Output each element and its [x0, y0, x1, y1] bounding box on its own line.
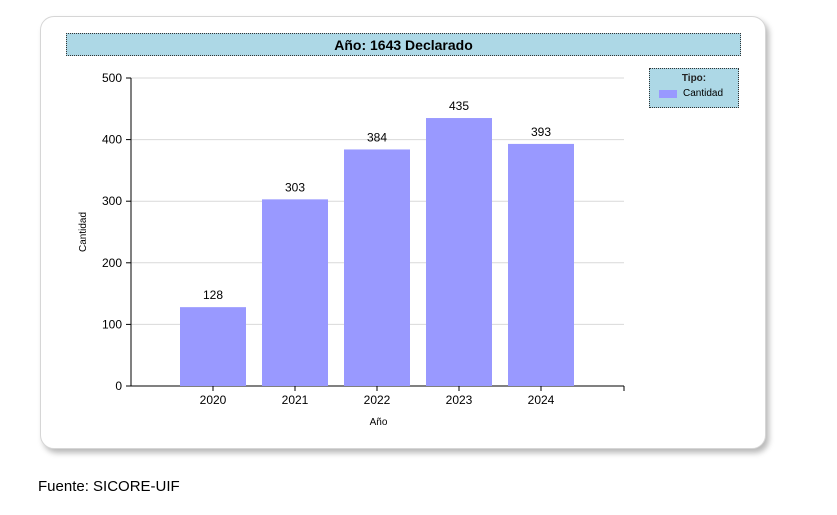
data-label: 393: [531, 125, 551, 139]
legend-title: Tipo:: [681, 73, 707, 84]
bar: [180, 307, 246, 386]
x-tick-label: 2020: [200, 393, 227, 407]
bar: [426, 118, 492, 386]
x-tick-label: 2023: [446, 393, 473, 407]
y-tick-label: 200: [102, 256, 122, 270]
bar: [262, 199, 328, 386]
x-tick-label: 2021: [282, 393, 309, 407]
bar: [508, 143, 574, 386]
y-tick-label: 100: [102, 317, 122, 331]
y-tick-label: 0: [115, 379, 122, 393]
data-label: 128: [203, 288, 223, 302]
y-axis-title: Cantidad: [78, 212, 89, 252]
x-tick-label: 2024: [528, 393, 555, 407]
x-tick-label: 2022: [364, 393, 391, 407]
legend-label: Cantidad: [683, 88, 724, 99]
legend-swatch: [659, 89, 677, 98]
source-note: Fuente: SICORE-UIF: [38, 478, 180, 495]
data-label: 303: [285, 180, 305, 194]
y-tick-label: 500: [102, 71, 122, 85]
chart-title: Año: 1643 Declarado: [66, 33, 741, 56]
legend-item: Cantidad: [659, 88, 738, 99]
data-label: 384: [367, 130, 387, 144]
legend: Tipo: Cantidad: [649, 68, 739, 108]
data-label: 435: [449, 99, 469, 113]
x-axis-title: Año: [370, 417, 388, 428]
bar: [344, 149, 410, 386]
y-tick-label: 300: [102, 194, 122, 208]
y-tick-label: 400: [102, 133, 122, 147]
